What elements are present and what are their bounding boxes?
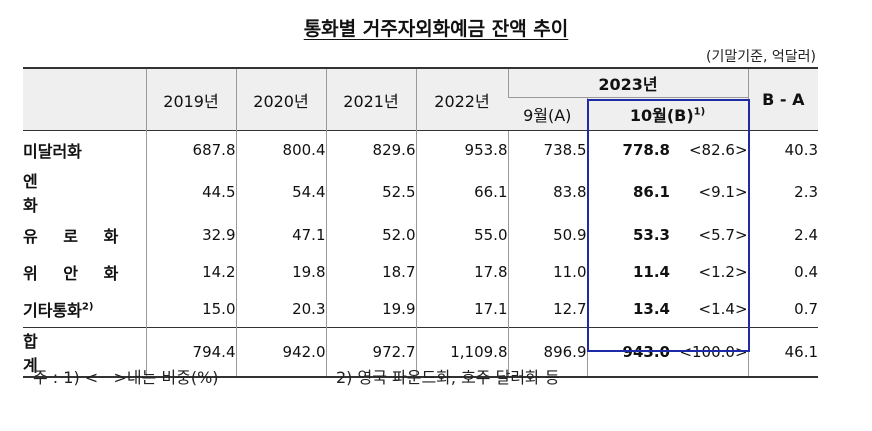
cell-2019: 687.8 [145,130,236,168]
cell-diff: 2.3 [747,168,819,216]
cell-diff: 40.3 [747,130,819,168]
cell-2020: 54.4 [235,168,326,216]
cell-2019: 44.5 [145,168,236,216]
cell-share: <9.1> [698,183,748,201]
cell-oct: 11.4 [586,253,670,290]
table-row: 엔 화 44.5 54.4 52.5 66.1 83.8 86.1 <9.1> … [23,168,819,216]
table-row: 미달러화 687.8 800.4 829.6 953.8 738.5 778.8… [23,130,819,168]
cell-oct: 53.3 [586,216,670,253]
cell-2022: 66.1 [415,168,508,216]
cell-oct: 86.1 [586,168,670,216]
deposit-table: 2019년 2020년 2021년 2022년 2023년 B - A 9월(A… [23,67,819,378]
header-2019: 2019년 [145,67,236,131]
cell-2021: 52.5 [325,168,416,216]
cell-2020: 20.3 [235,290,326,328]
header-sep: 9월(A) [508,97,587,131]
cell-oct: 943.0 [586,327,670,378]
table-row: 유 로 화 32.9 47.1 52.0 55.0 50.9 53.3 <5.7… [23,216,819,253]
row-label: 위 안 화 [23,263,129,283]
cell-share: <1.4> [698,299,748,318]
row-label: 엔 화 [23,172,71,215]
cell-share: <82.6> [670,130,749,168]
cell-oct: 778.8 [586,130,670,168]
cell-diff: 0.4 [747,253,819,290]
cell-2021: 972.7 [325,327,416,378]
row-label: 기타통화2) [23,300,94,320]
cell-sep: 738.5 [507,130,587,168]
unit-label: (기말기준, 억달러) [706,49,816,65]
cell-share: <1.2> [698,262,748,281]
cell-diff: 46.1 [747,327,819,378]
footnote-other-currencies: 2) 영국 파운드화, 호주 달러화 등 [336,368,560,387]
cell-2019: 794.4 [145,327,236,378]
cell-2021: 18.7 [325,253,416,290]
cell-sep: 11.0 [507,253,587,290]
cell-oct: 13.4 [586,290,670,328]
cell-sep: 50.9 [507,216,587,253]
cell-2020: 800.4 [235,130,326,168]
cell-2019: 14.2 [145,253,236,290]
cell-2022: 1,109.8 [415,327,508,378]
cell-2020: 942.0 [235,327,326,378]
cell-sep: 12.7 [507,290,587,328]
header-corner [23,67,146,131]
page-title: 통화별 거주자외화예금 잔액 추이 [303,18,569,40]
header-2023: 2023년 [507,67,749,98]
header-2020: 2020년 [235,67,326,131]
cell-2021: 19.9 [325,290,416,328]
footnote-share: 주 : 1) < >내는 비중(%) [33,368,219,387]
cell-share: <100.0> [670,327,749,378]
cell-2022: 55.0 [415,216,508,253]
header-diff: B - A [747,67,819,131]
cell-diff: 0.7 [747,290,819,328]
total-label: 합 계 [23,327,146,378]
table-row: 기타통화2) 15.0 20.3 19.9 17.1 12.7 13.4 <1.… [23,290,819,328]
cell-diff: 2.4 [747,216,819,253]
cell-sep: 83.8 [507,168,587,216]
cell-2020: 19.8 [235,253,326,290]
cell-2022: 17.1 [415,290,508,328]
row-label: 미달러화 [23,130,146,168]
cell-2021: 829.6 [325,130,416,168]
table-row: 위 안 화 14.2 19.8 18.7 17.8 11.0 11.4 <1.2… [23,253,819,290]
cell-2019: 32.9 [145,216,236,253]
cell-2022: 17.8 [415,253,508,290]
cell-2021: 52.0 [325,216,416,253]
header-2021: 2021년 [325,67,416,131]
cell-2020: 47.1 [235,216,326,253]
cell-2019: 15.0 [145,290,236,328]
cell-share: <5.7> [698,225,748,244]
total-row: 합 계 794.4 942.0 972.7 1,109.8 896.9 943.… [23,327,819,378]
row-label: 유 로 화 [23,226,129,246]
cell-2022: 953.8 [415,130,508,168]
cell-sep: 896.9 [507,327,587,378]
header-oct: 10월(B)1) [586,97,749,131]
header-2022: 2022년 [415,67,508,131]
